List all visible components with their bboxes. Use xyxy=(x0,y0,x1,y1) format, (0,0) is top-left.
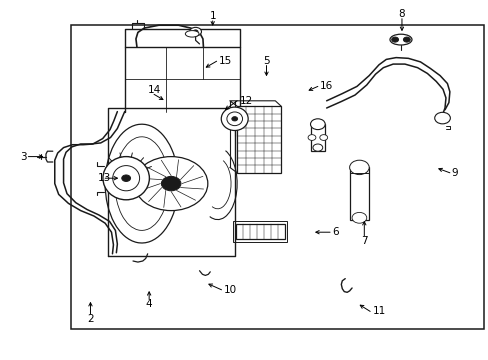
Text: 7: 7 xyxy=(360,236,367,246)
Text: 13: 13 xyxy=(98,173,111,183)
Ellipse shape xyxy=(122,175,130,181)
Text: 10: 10 xyxy=(224,285,237,295)
Circle shape xyxy=(134,157,207,211)
Text: 5: 5 xyxy=(263,56,269,66)
Text: 3: 3 xyxy=(20,152,27,162)
Ellipse shape xyxy=(102,157,149,200)
Text: 8: 8 xyxy=(398,9,405,19)
Ellipse shape xyxy=(226,112,242,126)
Ellipse shape xyxy=(221,107,248,130)
Circle shape xyxy=(310,119,325,130)
Circle shape xyxy=(312,144,322,151)
Circle shape xyxy=(403,37,409,42)
Text: 1: 1 xyxy=(209,11,216,21)
Text: 16: 16 xyxy=(320,81,333,91)
Ellipse shape xyxy=(389,34,411,45)
Text: 4: 4 xyxy=(145,299,152,309)
Circle shape xyxy=(319,135,327,140)
Circle shape xyxy=(189,27,201,36)
Bar xyxy=(235,224,284,239)
Text: 14: 14 xyxy=(147,85,161,95)
Circle shape xyxy=(161,176,181,191)
Circle shape xyxy=(349,160,368,175)
Text: 15: 15 xyxy=(219,56,232,66)
Text: 6: 6 xyxy=(332,227,339,237)
Ellipse shape xyxy=(112,166,140,191)
Text: 9: 9 xyxy=(450,168,457,178)
Circle shape xyxy=(307,135,315,140)
Circle shape xyxy=(351,212,366,223)
Bar xyxy=(310,124,325,151)
Ellipse shape xyxy=(185,31,199,37)
Text: 2: 2 xyxy=(87,314,94,324)
Bar xyxy=(237,106,281,173)
Text: 11: 11 xyxy=(372,306,385,316)
Ellipse shape xyxy=(231,117,237,121)
Bar xyxy=(71,25,483,329)
Bar xyxy=(349,167,368,220)
Circle shape xyxy=(193,30,198,33)
Circle shape xyxy=(391,37,398,42)
Text: 12: 12 xyxy=(239,96,252,106)
Circle shape xyxy=(434,112,449,124)
Bar xyxy=(233,221,286,242)
